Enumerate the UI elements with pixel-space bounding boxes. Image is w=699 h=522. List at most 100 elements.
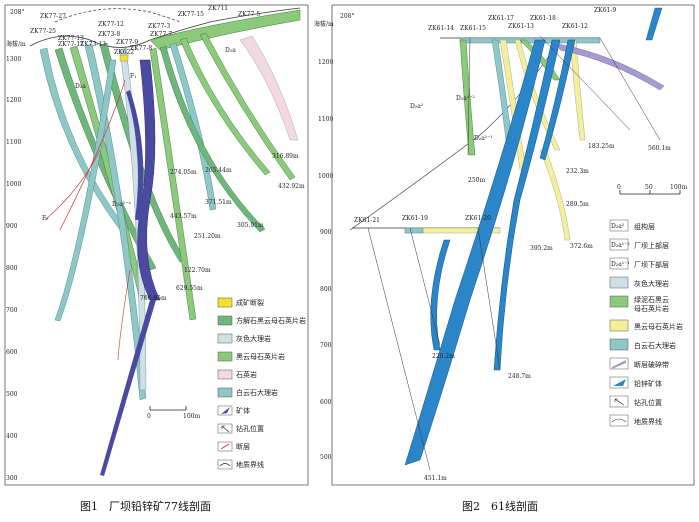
fig1-ytick: 300 (6, 475, 18, 482)
fig2-ytick: 900 (320, 229, 332, 236)
drill-hole-label: ZK61-20 (465, 215, 491, 222)
depth-label: 316.89m (272, 153, 299, 160)
fig2-ytick: 600 (320, 399, 332, 406)
fig1-ytick: 700 (6, 307, 18, 314)
drill-hole-label: ZK61-21 (354, 217, 380, 224)
fig2-ytick: 500 (320, 454, 332, 461)
boundary-line-icon (611, 418, 627, 423)
legend-swatch (217, 459, 233, 470)
fig2-scale-bar: 0 50 100m (617, 184, 687, 195)
fig2-drill-holes: ZK61-14 ZK61-15 ZK61-17 ZK61-13 ZK61-18 … (354, 7, 616, 224)
fig1-rock-bands (39, 32, 296, 401)
legend-swatch (609, 338, 629, 351)
scale-label: 50 (645, 184, 653, 191)
fig2-formation: D₂a¹⁻¹ (474, 135, 493, 142)
legend-label: 组构层 (634, 222, 655, 231)
fig1-azimuth: 208° (10, 9, 24, 16)
depth-label: 706.85m (140, 295, 167, 302)
depth-label: 265.44m (205, 167, 232, 174)
legend-label: 矿体 (236, 406, 250, 415)
legend-label: 方解石黑云母石英片岩 (236, 316, 306, 325)
fig2-caption: 图2 61线剖面 (462, 499, 538, 513)
fig1-panel: 208° 海拔/m 1300 1200 1100 1000 900 800 70… (4, 4, 309, 486)
drill-hole-label: ZK73-8 (98, 31, 120, 38)
depth-label: 629.55m (176, 285, 203, 292)
fig2-legend: D₂a² 组构层 D₂a¹⁻² 厂坝上部层 D₂a¹⁻¹ 厂坝下部层 灰色大理岩… (609, 219, 683, 427)
depth-label: 274.05m (170, 169, 197, 176)
legend-label: 绿泥石黑云 (634, 295, 669, 304)
scale-label: 0 (617, 184, 621, 191)
fig1-ore-root (100, 300, 156, 476)
drill-hole-label: ZK77-13 (58, 35, 84, 42)
depth-label: 183.25m (588, 143, 615, 150)
fig2-ore-bodies (404, 7, 663, 466)
fig1-ytick: 900 (6, 223, 18, 230)
drill-hole-label: ZK61-13 (508, 23, 534, 30)
fig2-depth-labels: 183.25m 560.1m 250m 232.3m 289.5m 395.2m… (424, 143, 671, 482)
drill-hole-label: ZK61-17 (488, 15, 514, 22)
fig1-ytick: 600 (6, 349, 18, 356)
fig1-fault-f1 (59, 79, 126, 231)
fig1-y-axis: 1300 1200 1100 1000 900 800 700 600 500 … (6, 56, 21, 482)
legend-label: 地质界线 (236, 460, 264, 469)
drill-hole-label: ZK711 (208, 5, 228, 12)
legend-swatch (217, 351, 233, 362)
fig1-quartzite-band (239, 35, 299, 141)
fig1-formation: D₂a¹⁻² (112, 201, 131, 208)
legend-swatch (609, 319, 629, 332)
fig2-frame (331, 4, 695, 486)
legend-label: 厂坝上部层 (634, 241, 669, 250)
legend-swatch (609, 295, 629, 308)
drill-hole-label: ZK61-15 (460, 25, 486, 32)
fig1-mineralized-zone (119, 54, 129, 62)
fig1-ytick: 400 (6, 433, 18, 440)
ore-icon (221, 407, 230, 414)
depth-label: 395.2m (530, 245, 553, 252)
legend-label: 断层 (236, 442, 250, 451)
fig1-eroded-profile (54, 8, 181, 23)
legend-label: 地质界线 (634, 417, 662, 426)
fig1-surface-schist (149, 9, 301, 51)
drill-hole-label: ZK61-14 (428, 25, 454, 32)
drill-hole-label: ZK77-8 (130, 45, 152, 52)
legend-symbol: D₂a¹⁻¹ (611, 261, 630, 268)
legend-label: 黑云母石英片岩 (634, 322, 683, 331)
fig1-fault-label: F₁ (130, 73, 137, 80)
legend-label: 母石英片岩 (634, 304, 669, 313)
depth-label: 372.6m (570, 243, 593, 250)
legend-label: 灰色大理岩 (634, 279, 669, 288)
fig2-drill-traces (367, 35, 661, 471)
drill-hole-label: ZK77-27 (40, 13, 66, 20)
fig2-formation: D₂a¹⁻² (456, 95, 475, 102)
drill-hole-label: ZK77-9 (116, 39, 138, 46)
fig2-azimuth: 208° (340, 13, 354, 20)
legend-label: 黑云母石英片岩 (236, 352, 285, 361)
drill-hole-label: ZK61-9 (594, 7, 616, 14)
legend-label: 白云石大理岩 (634, 341, 676, 350)
fig1-ytick: 1100 (6, 139, 21, 146)
fig2-ytick: 1200 (318, 59, 333, 66)
legend-label: 石英岩 (236, 370, 257, 379)
fig2-ytick: 1000 (318, 173, 333, 180)
legend-swatch (217, 387, 233, 398)
fault-line-icon (220, 443, 230, 450)
fig2-ytick: 800 (320, 286, 332, 293)
drill-hole-label: ZK622 (114, 49, 134, 56)
fig1-ore-lens (126, 90, 144, 220)
legend-swatch (609, 414, 629, 427)
legend-label: 成矿断裂 (236, 298, 264, 307)
depth-label: 305.91m (237, 222, 264, 229)
depth-label: 250m (468, 177, 485, 184)
drill-hole-label: ZK77-11 (58, 41, 84, 48)
fig2-formation: D₂a² (410, 103, 424, 110)
scale-label: 100m (670, 184, 687, 191)
fig1-drill-holes: ZK77-27 ZK77-25 ZK77-11 ZK77-13 ZK73-13 … (30, 5, 260, 56)
fig1-formation: D₂a (75, 83, 86, 90)
drill-arrow-icon (614, 398, 625, 406)
legend-swatch (609, 376, 629, 389)
depth-label: 289.5m (566, 201, 589, 208)
legend-label: 白云石大理岩 (236, 388, 278, 397)
depth-label: 451.1m (424, 475, 447, 482)
depth-label: 232.3m (566, 168, 589, 175)
